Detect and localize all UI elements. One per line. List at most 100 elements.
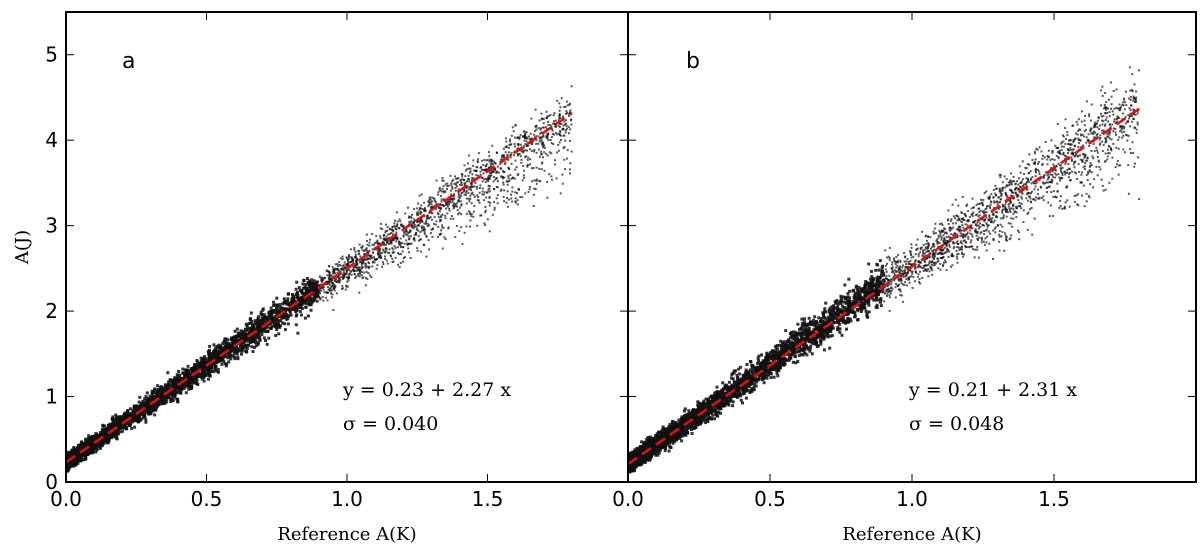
data-point	[256, 332, 260, 336]
data-point	[495, 151, 498, 154]
data-point	[86, 443, 90, 447]
data-point	[412, 227, 415, 230]
data-point	[442, 185, 445, 188]
data-point	[405, 233, 408, 236]
data-point	[351, 256, 354, 259]
data-point	[415, 233, 418, 236]
data-point	[483, 191, 486, 194]
data-point	[246, 339, 250, 343]
data-point	[414, 219, 416, 222]
data-point	[195, 363, 199, 367]
data-point	[355, 275, 357, 278]
data-point	[409, 229, 412, 232]
data-point	[484, 211, 487, 214]
data-point	[123, 426, 127, 430]
data-point	[339, 279, 342, 282]
data-point	[138, 395, 142, 399]
data-point	[82, 446, 86, 450]
data-point	[309, 282, 313, 286]
data-point	[361, 260, 364, 263]
data-point	[564, 139, 567, 142]
data-point	[441, 226, 444, 229]
data-point	[540, 131, 543, 134]
data-point	[491, 213, 494, 216]
data-point	[451, 186, 454, 189]
data-point	[396, 252, 399, 254]
data-point	[220, 362, 224, 366]
data-point	[169, 400, 173, 404]
data-point	[113, 432, 117, 436]
data-point	[470, 189, 473, 192]
data-point	[379, 254, 382, 257]
data-point	[554, 125, 557, 128]
data-point	[490, 160, 493, 163]
data-point	[417, 239, 420, 242]
data-point	[539, 137, 542, 139]
data-point	[487, 188, 490, 191]
data-point	[283, 322, 287, 326]
data-point	[444, 238, 447, 241]
data-point	[342, 271, 345, 274]
data-point	[485, 163, 488, 166]
data-point	[155, 391, 158, 395]
data-point	[503, 200, 506, 203]
data-point	[506, 205, 509, 208]
data-point	[459, 200, 462, 203]
data-point	[382, 248, 384, 251]
data-point	[343, 261, 346, 264]
data-point	[480, 176, 483, 179]
data-point	[216, 355, 220, 359]
data-point	[351, 258, 354, 261]
data-point	[510, 162, 513, 165]
data-point	[249, 330, 253, 334]
data-point	[399, 262, 402, 264]
data-point	[520, 158, 523, 161]
data-point	[231, 348, 235, 352]
data-point	[468, 154, 471, 157]
data-point	[86, 452, 90, 456]
data-point	[510, 197, 513, 200]
data-point	[505, 146, 508, 148]
data-point	[379, 222, 382, 225]
data-point	[552, 133, 555, 136]
data-point	[66, 450, 70, 454]
data-point	[500, 188, 503, 191]
data-point	[349, 261, 352, 264]
data-point	[378, 247, 381, 249]
data-point	[440, 206, 443, 209]
data-point	[472, 210, 475, 213]
data-point	[177, 370, 181, 373]
data-point	[457, 177, 460, 180]
data-point	[95, 441, 99, 445]
data-point	[488, 204, 491, 207]
data-point	[368, 244, 371, 247]
data-point	[489, 158, 492, 161]
data-point	[392, 251, 395, 254]
data-point	[112, 429, 116, 433]
data-point	[154, 406, 158, 410]
data-point	[556, 151, 558, 154]
data-point	[465, 225, 468, 228]
data-point	[454, 203, 457, 206]
data-point	[537, 135, 540, 138]
data-point	[336, 267, 339, 270]
data-point	[70, 460, 74, 463]
data-point	[567, 132, 570, 135]
data-point	[570, 150, 573, 153]
data-point	[240, 352, 243, 356]
data-point	[354, 277, 357, 279]
data-point	[484, 181, 487, 184]
data-point	[357, 274, 360, 277]
data-point	[224, 340, 228, 344]
data-point	[439, 218, 442, 221]
data-point	[423, 201, 426, 204]
data-point	[165, 397, 169, 401]
data-point	[558, 125, 561, 128]
data-point	[223, 362, 227, 366]
data-point	[535, 135, 538, 138]
data-point	[451, 187, 454, 190]
data-point	[455, 183, 457, 186]
data-point	[276, 320, 280, 324]
data-point	[503, 189, 506, 192]
